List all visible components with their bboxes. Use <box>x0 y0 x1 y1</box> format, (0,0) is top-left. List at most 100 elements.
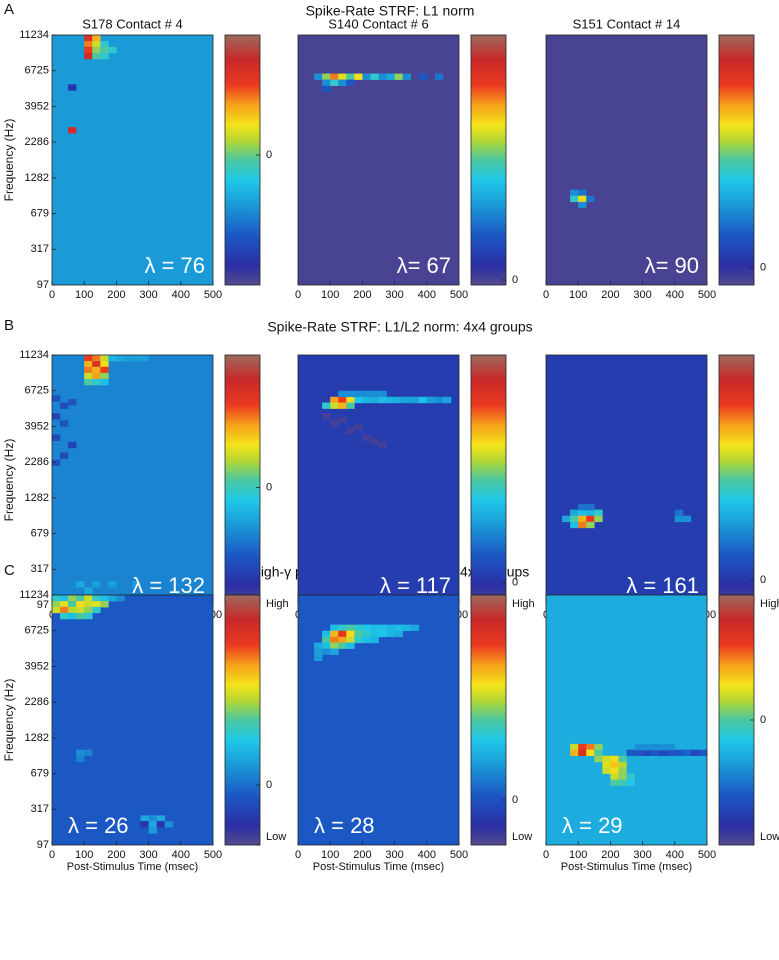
lambda-annotation: λ = 117 <box>380 573 451 598</box>
cell <box>346 402 355 409</box>
cell <box>92 581 101 588</box>
cell <box>346 73 355 80</box>
y-tick-label: 3952 <box>25 100 49 112</box>
x-tick-label: 0 <box>543 849 549 861</box>
cell <box>370 396 379 404</box>
cell <box>626 749 635 757</box>
cell <box>108 595 117 602</box>
y-tick-label: 11234 <box>19 589 49 601</box>
cell <box>682 515 692 523</box>
cell <box>84 612 93 620</box>
y-tick-label: 1282 <box>25 492 49 504</box>
cell <box>370 624 379 632</box>
heatmap-panel: 0 100 200 300 400 500 Post-Stimulus Time (msec… <box>295 594 535 873</box>
cell <box>330 79 339 87</box>
y-tick-label: 2286 <box>25 136 49 148</box>
cell <box>76 612 85 620</box>
cell <box>658 743 668 751</box>
cell <box>68 601 77 608</box>
y-axis-label: Frequency (Hz) <box>2 679 16 762</box>
lambda-annotation: λ = 26 <box>68 813 129 838</box>
cells <box>52 355 213 605</box>
y-tick-label: 6725 <box>25 625 49 637</box>
x-tick-label: 100 <box>569 849 587 861</box>
colorbar <box>471 355 506 605</box>
cell <box>338 396 347 404</box>
x-axis-label: Post-Stimulus Time (msec) <box>313 861 444 873</box>
heatmap-panel: 0100200300400500973176791282228639526725… <box>2 349 272 621</box>
cell <box>330 73 339 80</box>
colorbar-label: High <box>760 598 779 610</box>
colorbar <box>719 355 754 605</box>
cell <box>314 642 323 649</box>
x-tick-label: 200 <box>601 849 619 861</box>
cell <box>410 396 420 404</box>
cell <box>156 821 165 828</box>
cell <box>570 509 579 517</box>
cell <box>658 749 668 757</box>
colorbar-label: 0 <box>512 274 518 286</box>
cell <box>84 355 93 362</box>
colorbar-label: Low <box>512 831 532 843</box>
cell <box>674 509 684 517</box>
x-tick-label: 400 <box>172 849 190 861</box>
colorbar <box>471 595 506 845</box>
cells <box>546 35 707 285</box>
cell <box>92 355 101 362</box>
cell <box>362 630 371 638</box>
x-tick-label: 0 <box>49 849 55 861</box>
cell <box>370 636 379 644</box>
cell <box>618 755 627 763</box>
cell <box>92 35 101 42</box>
cell <box>354 396 363 404</box>
cell <box>52 395 61 402</box>
colorbar-label: 0 <box>512 576 518 588</box>
y-tick-label: 679 <box>31 767 49 779</box>
y-tick-label: 6725 <box>25 385 49 397</box>
x-tick-label: 400 <box>666 289 684 301</box>
cell <box>84 601 93 608</box>
cell <box>108 581 117 588</box>
x-tick-label: 200 <box>107 849 125 861</box>
row-title: Spike-Rate STRF: L1 norm <box>306 3 475 19</box>
cell <box>84 46 93 54</box>
cell <box>52 413 61 420</box>
cell <box>84 749 93 757</box>
plot-frame <box>51 34 214 286</box>
y-tick-label: 97 <box>37 599 49 611</box>
cell <box>314 648 323 655</box>
cell <box>362 73 371 80</box>
cell <box>386 624 395 632</box>
cell <box>84 41 93 48</box>
background <box>52 355 213 605</box>
cell <box>346 624 355 632</box>
cell <box>92 52 101 60</box>
cell <box>570 521 579 529</box>
cell <box>578 503 587 511</box>
cell <box>386 73 395 80</box>
x-tick-label: 200 <box>353 849 371 861</box>
cell <box>156 815 165 822</box>
x-tick-label: 100 <box>75 289 93 301</box>
cell <box>84 372 93 380</box>
cell <box>410 624 420 632</box>
y-tick-label: 2286 <box>25 456 49 468</box>
colorbar <box>225 35 260 285</box>
x-tick-label: 100 <box>321 289 339 301</box>
cell <box>690 749 700 757</box>
colorbar-label: High <box>512 598 535 610</box>
cell <box>60 452 69 459</box>
cell <box>578 509 587 517</box>
cell <box>322 630 331 638</box>
cell <box>418 73 428 80</box>
x-tick-label: 200 <box>107 289 125 301</box>
plot-frame <box>545 594 708 846</box>
plot-title: S140 Contact # 6 <box>328 16 428 31</box>
cell <box>330 402 339 409</box>
cell <box>386 630 395 638</box>
x-tick-label: 0 <box>543 289 549 301</box>
cell <box>68 595 77 602</box>
cell <box>148 821 157 828</box>
